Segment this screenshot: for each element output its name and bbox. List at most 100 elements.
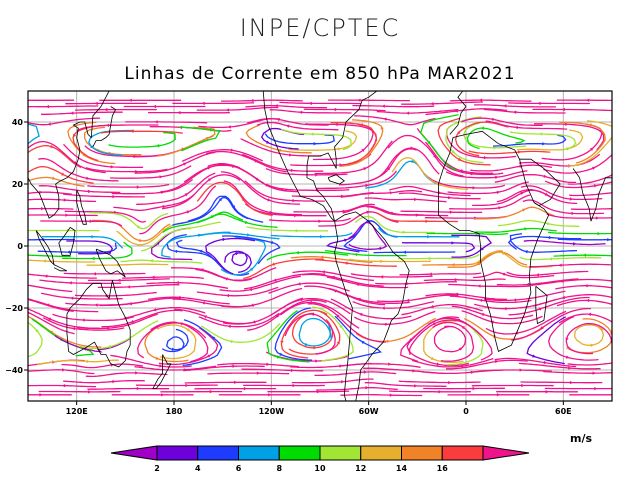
- streamline-arrow: [501, 272, 506, 277]
- colorbar-label: 10: [314, 464, 326, 473]
- streamline-arrow: [381, 104, 385, 108]
- coastline: [535, 285, 548, 325]
- streamline: [150, 321, 209, 363]
- colorbar-label: 14: [396, 464, 408, 473]
- streamline: [281, 128, 352, 151]
- streamline-arrow: [500, 251, 505, 256]
- streamline-arrow: [61, 172, 65, 176]
- streamline-arrow: [94, 303, 98, 307]
- coastline: [262, 91, 378, 223]
- streamline: [172, 196, 249, 226]
- streamline-arrow: [461, 326, 465, 330]
- streamline: [245, 104, 328, 109]
- streamline-arrow: [81, 318, 85, 322]
- streamline-arrow: [292, 198, 296, 203]
- streamline: [449, 295, 532, 304]
- streamline-arrow: [436, 362, 440, 366]
- streamline: [534, 123, 605, 151]
- streamline-arrow: [41, 206, 45, 211]
- streamline-arrow: [199, 249, 203, 254]
- streamline-arrow: [539, 326, 544, 330]
- streamline: [373, 251, 456, 254]
- streamline-arrow: [266, 140, 270, 144]
- streamline-arrow: [207, 354, 211, 358]
- streamline-arrow: [560, 279, 564, 283]
- streamline: [76, 124, 159, 132]
- streamline-arrow: [402, 250, 406, 254]
- colorbar-low-arrow: [110, 445, 158, 461]
- streamline-arrow: [524, 227, 528, 231]
- streamline-arrow: [334, 122, 338, 127]
- streamline: [64, 210, 146, 223]
- streamline: [134, 151, 216, 174]
- streamline: [76, 313, 158, 330]
- streamline: [28, 311, 75, 335]
- streamline: [28, 140, 106, 174]
- streamline: [532, 108, 612, 112]
- streamline: [343, 220, 398, 253]
- streamline: [74, 291, 157, 297]
- streamline: [398, 192, 481, 200]
- colorbar: 2 4 6 8 10 12 14 16: [110, 445, 530, 473]
- streamline: [198, 312, 280, 328]
- streamline: [42, 317, 125, 331]
- streamline: [85, 372, 168, 378]
- streamline: [28, 198, 97, 203]
- streamline-arrow: [89, 219, 93, 223]
- streamline: [507, 235, 582, 250]
- streamline: [340, 190, 423, 198]
- streamline-arrow: [359, 123, 364, 127]
- streamline: [197, 232, 280, 240]
- streamline: [134, 365, 217, 371]
- streamline-arrow: [493, 146, 497, 150]
- streamline: [494, 173, 577, 184]
- streamline-arrow: [357, 98, 361, 102]
- streamline: [222, 235, 281, 265]
- streamline-arrow: [250, 303, 254, 307]
- streamline-arrow: [265, 183, 270, 187]
- streamline: [42, 236, 124, 249]
- streamline: [324, 250, 407, 257]
- streamline: [411, 357, 494, 368]
- streamline: [326, 276, 409, 289]
- streamline-arrow: [366, 210, 370, 214]
- coastline: [327, 174, 345, 185]
- streamline-arrow: [39, 393, 43, 397]
- coastline: [455, 91, 457, 92]
- streamline: [244, 273, 326, 290]
- streamline: [470, 164, 553, 172]
- streamline-arrow: [357, 297, 361, 302]
- streamline-arrow: [110, 165, 114, 169]
- streamline-arrow: [458, 347, 463, 351]
- streamline: [567, 362, 612, 366]
- streamline: [110, 354, 192, 368]
- streamline-arrow: [582, 253, 586, 257]
- streamline-arrow: [292, 383, 296, 388]
- streamline: [207, 372, 290, 375]
- streamline-arrow: [308, 300, 312, 305]
- streamline: [183, 365, 265, 372]
- streamline: [573, 322, 605, 346]
- streamline: [205, 237, 256, 275]
- streamline: [28, 254, 71, 258]
- streamline-arrow: [384, 339, 389, 344]
- streamline-arrow: [389, 393, 393, 397]
- streamline: [543, 370, 612, 374]
- streamline-arrow: [478, 98, 483, 102]
- streamline: [423, 278, 506, 282]
- streamline: [61, 363, 144, 369]
- streamline: [316, 170, 398, 190]
- streamline-arrow: [231, 205, 236, 209]
- streamline-arrow: [590, 343, 594, 347]
- colorbar-label: 8: [276, 464, 282, 473]
- streamline: [63, 380, 145, 384]
- streamline-arrow: [105, 326, 110, 330]
- lon-tick-label: 0: [463, 407, 469, 416]
- streamline-arrow: [410, 146, 414, 150]
- streamline: [218, 162, 299, 193]
- streamline: [101, 309, 183, 328]
- streamline: [270, 297, 351, 316]
- streamline: [28, 105, 99, 108]
- streamline: [483, 108, 566, 114]
- streamline-arrow: [248, 287, 253, 292]
